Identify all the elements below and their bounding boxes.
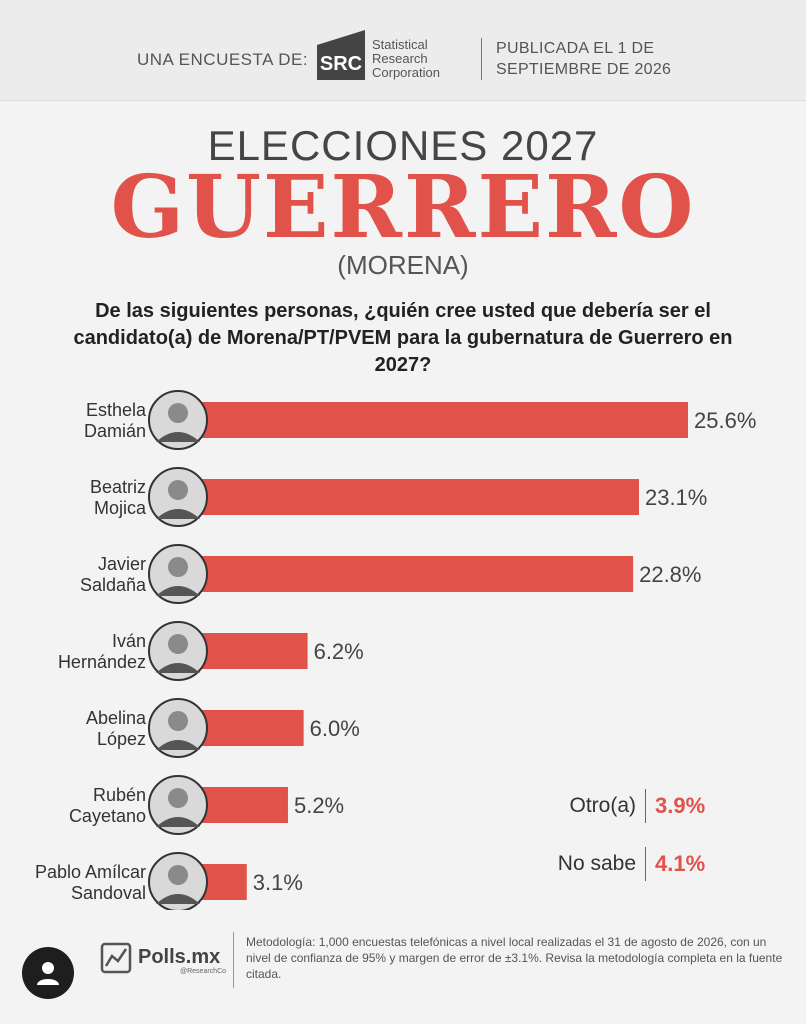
candidate-photo-body bbox=[156, 509, 200, 519]
published-line2: SEPTIEMBRE DE 2026 bbox=[496, 61, 672, 78]
brand-sub: @ResearchCo bbox=[180, 968, 227, 975]
candidate-name: Beatriz bbox=[90, 477, 146, 497]
bar bbox=[186, 479, 639, 515]
candidate-photo-body bbox=[156, 740, 200, 750]
extra-separator bbox=[645, 789, 646, 823]
data-label: 5.2% bbox=[294, 793, 344, 818]
candidate-photo-head bbox=[168, 788, 188, 808]
candidate-photo-body bbox=[156, 817, 200, 827]
data-label: 23.1% bbox=[645, 485, 707, 510]
user-avatar-icon[interactable] bbox=[22, 947, 74, 999]
src-logo: SRC bbox=[317, 30, 365, 80]
extra-separator bbox=[645, 847, 646, 881]
brand-name: Polls.mx bbox=[138, 946, 221, 968]
survey-label: UNA ENCUESTA DE: bbox=[137, 50, 309, 69]
data-label: 25.6% bbox=[694, 408, 756, 433]
candidate-name: Damián bbox=[84, 421, 146, 441]
candidate-name: Mojica bbox=[94, 498, 147, 518]
extra-value-unknown: 4.1% bbox=[655, 851, 706, 876]
candidate-name: López bbox=[97, 729, 146, 749]
candidate-name: Sandoval bbox=[71, 883, 146, 903]
survey-question: De las siguientes personas, ¿quién cree … bbox=[73, 300, 733, 376]
candidate-name: Cayetano bbox=[69, 806, 146, 826]
extra-label-unknown: No sabe bbox=[557, 852, 636, 875]
candidate-photo-head bbox=[168, 634, 188, 654]
extra-value-other: 3.9% bbox=[655, 793, 706, 818]
chart-logo-icon bbox=[100, 942, 132, 974]
footer-divider bbox=[233, 932, 234, 988]
published-line1: PUBLICADA EL 1 DE bbox=[496, 40, 655, 57]
candidate-name: Javier bbox=[98, 554, 146, 574]
header-divider bbox=[481, 38, 482, 80]
candidate-name: Rubén bbox=[93, 785, 146, 805]
bar bbox=[186, 402, 688, 438]
title-kicker: ELECCIONES 2027 bbox=[207, 122, 599, 169]
methodology-note: Metodología: 1,000 encuestas telefónicas… bbox=[246, 935, 783, 981]
title-party: (MORENA) bbox=[337, 250, 469, 280]
candidate-name: Abelina bbox=[86, 708, 147, 728]
candidate-photo-head bbox=[168, 403, 188, 423]
candidate-photo-head bbox=[168, 865, 188, 885]
candidate-photo-body bbox=[156, 894, 200, 904]
candidate-photo-body bbox=[156, 663, 200, 673]
candidate-name: Saldaña bbox=[80, 575, 147, 595]
pollster-name-line3: Corporation bbox=[372, 65, 440, 80]
data-label: 6.2% bbox=[314, 639, 364, 664]
pollster-name: Statistical Research Corporation bbox=[372, 38, 482, 80]
data-label: 3.1% bbox=[253, 870, 303, 895]
candidate-name: Iván bbox=[112, 631, 146, 651]
candidate-photo-body bbox=[156, 586, 200, 596]
candidate-photo-head bbox=[168, 711, 188, 731]
pollster-name-line2: Research bbox=[372, 51, 428, 66]
candidate-name: Pablo Amílcar bbox=[35, 862, 146, 882]
data-label: 22.8% bbox=[639, 562, 701, 587]
candidate-photo-head bbox=[168, 480, 188, 500]
extra-label-other: Otro(a) bbox=[569, 794, 636, 817]
candidate-name: Hernández bbox=[58, 652, 146, 672]
header-band: UNA ENCUESTA DE: SRC Statistical Researc… bbox=[0, 0, 806, 101]
candidate-name: Esthela bbox=[86, 400, 147, 420]
data-label: 6.0% bbox=[310, 716, 360, 741]
candidate-photo-body bbox=[156, 432, 200, 442]
candidate-photo-head bbox=[168, 557, 188, 577]
bar bbox=[186, 556, 634, 592]
published-date: PUBLICADA EL 1 DE SEPTIEMBRE DE 2026 bbox=[496, 38, 696, 80]
title-main: GUERRERO bbox=[110, 157, 696, 258]
pollster-name-line1: Statistical bbox=[372, 37, 428, 52]
